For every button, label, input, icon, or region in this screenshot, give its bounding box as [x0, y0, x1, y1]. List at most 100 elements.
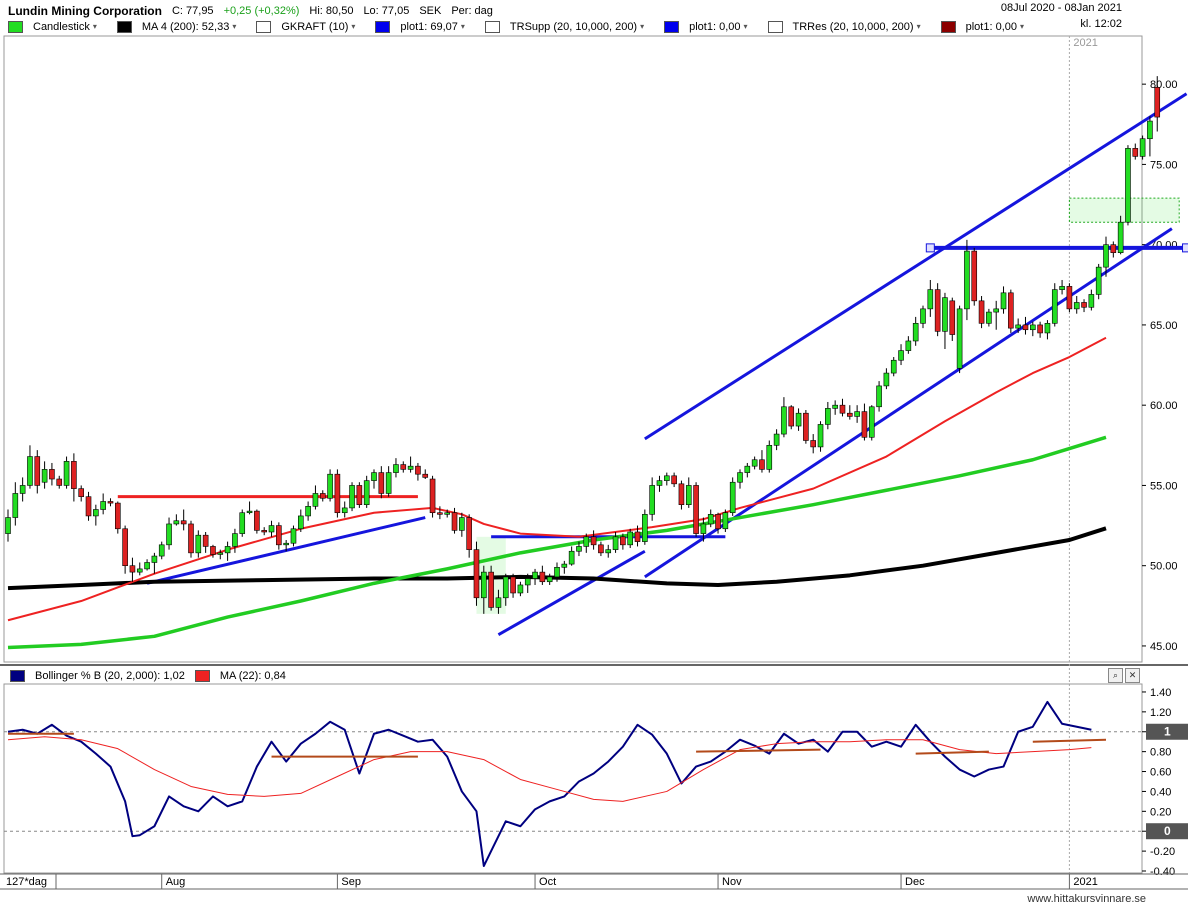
candle-body [56, 478, 63, 486]
price-tick-label: 60.00 [1150, 400, 1178, 412]
candle-body [978, 300, 985, 324]
chevron-down-icon[interactable]: ▾ [1019, 22, 1024, 31]
bollinger-level-label: 1 [1164, 725, 1171, 739]
candle-body [539, 571, 546, 583]
legend-item[interactable]: MA 4 (200): 52,33 ▾ [116, 20, 246, 33]
legend-item[interactable]: TRRes (20, 10,000, 200) ▾ [767, 20, 931, 33]
candle-body [678, 483, 685, 505]
legend-item[interactable]: plot1: 0,00 ▾ [940, 20, 1034, 33]
candle-body [649, 485, 655, 515]
date-tick-label: Aug [166, 876, 186, 888]
candle-body [166, 523, 172, 546]
price-panel-frame: 2021 [0, 35, 1188, 873]
bollinger-trendline [1032, 738, 1107, 743]
price-tick-label: 75.00 [1150, 159, 1178, 171]
legend-item[interactable]: Bollinger % B (20, 2,000): 1,02 [10, 669, 185, 682]
candle-body [312, 493, 319, 507]
header-row: Lundin Mining Corporation C: 77,95 +0,25… [0, 2, 1188, 19]
candle-body [744, 465, 751, 473]
legend-label: Candlestick [33, 20, 90, 33]
candle-body [27, 456, 33, 486]
trendline [497, 549, 646, 637]
legend-item[interactable]: MA (22): 0,84 [194, 669, 286, 682]
candle-body [1154, 87, 1161, 118]
price-change: +0,25 (+0,32%) [223, 4, 300, 17]
magnify-icon[interactable]: ⌕ [1108, 668, 1123, 683]
candle-body [766, 445, 773, 470]
candle-body [136, 568, 143, 573]
legend-label: MA 4 (200): 52,33 [141, 20, 230, 33]
chevron-down-icon[interactable]: ▾ [92, 22, 97, 31]
chevron-down-icon[interactable]: ▾ [916, 22, 921, 31]
year-marker-label: 2021 [1073, 37, 1097, 49]
bollinger-level-badge [1146, 823, 1188, 840]
high-price: Hi: 80,50 [309, 4, 354, 17]
bollinger-line [7, 700, 1092, 868]
period-badge: 127*dag [6, 876, 47, 888]
candle-body [1088, 294, 1095, 308]
legend-label: MA (22): 0,84 [219, 669, 286, 682]
candle-body [429, 478, 436, 514]
legend-item[interactable]: plot1: 0,00 ▾ [664, 20, 757, 33]
candle-body [93, 509, 99, 517]
candle-body [34, 456, 41, 486]
candle-body [466, 517, 472, 550]
candle-body [180, 520, 187, 525]
candle-body [839, 404, 846, 414]
legend-item[interactable]: TRSupp (20, 10,000, 200) ▾ [484, 20, 654, 33]
date-axis: 127*dag Aug Sep Oct Nov Dec 2021 [0, 873, 1188, 889]
bollinger-tick-label: 1.20 [1150, 707, 1171, 719]
legend-swatch [484, 20, 500, 33]
candle-body [437, 512, 443, 515]
series-line [7, 526, 1107, 591]
bollinger-level-label: 0 [1164, 824, 1171, 838]
candle-body [122, 528, 128, 566]
date-tick-label: 2021 [1073, 876, 1097, 888]
legend-item[interactable]: Candlestick ▾ [8, 20, 107, 33]
candle-body [605, 549, 612, 554]
candle-body [861, 411, 868, 438]
legend-swatch [375, 20, 391, 33]
candle-body [341, 507, 348, 514]
candle-body [810, 440, 817, 448]
candle-body [517, 584, 524, 594]
close-icon[interactable]: ✕ [1125, 668, 1140, 683]
candle-body [1030, 324, 1036, 331]
candle-body [620, 536, 626, 546]
candle-body [415, 465, 421, 475]
candle-body [297, 515, 304, 530]
bollinger-legend: Bollinger % B (20, 2,000): 1,02 MA (22): … [0, 667, 1188, 684]
candle-body [115, 502, 121, 530]
candle-body [459, 517, 465, 531]
candle-body [502, 576, 509, 599]
candle-body [473, 549, 480, 599]
candle-body [934, 289, 941, 332]
candle-body [524, 578, 531, 586]
candle-body [305, 506, 311, 517]
candle-body [634, 531, 641, 542]
legend-swatch [767, 20, 783, 33]
candle-body [1073, 302, 1080, 310]
bollinger-level-badge [1146, 723, 1188, 740]
candle-body [1022, 324, 1029, 331]
legend-item[interactable]: GKRAFT (10) ▾ [256, 20, 365, 33]
candles [5, 76, 1161, 614]
candle-body [1008, 292, 1014, 329]
candle-body [422, 473, 429, 478]
candle-body [107, 501, 114, 504]
candle-body [85, 496, 92, 517]
chevron-down-icon[interactable]: ▾ [351, 22, 356, 31]
chevron-down-icon[interactable]: ▾ [743, 22, 748, 31]
chevron-down-icon[interactable]: ▾ [460, 22, 465, 31]
candle-body [890, 359, 897, 374]
candle-body [868, 406, 875, 438]
candle-body [378, 472, 385, 494]
legend-item[interactable]: plot1: 69,07 ▾ [375, 20, 475, 33]
candle-body [224, 546, 231, 554]
price-tick-label: 45.00 [1150, 641, 1178, 653]
candle-body [656, 480, 663, 486]
chevron-down-icon[interactable]: ▾ [640, 22, 645, 31]
chevron-down-icon[interactable]: ▾ [232, 22, 237, 31]
candle-body [964, 250, 970, 310]
price-tick-label: 55.00 [1150, 480, 1178, 492]
